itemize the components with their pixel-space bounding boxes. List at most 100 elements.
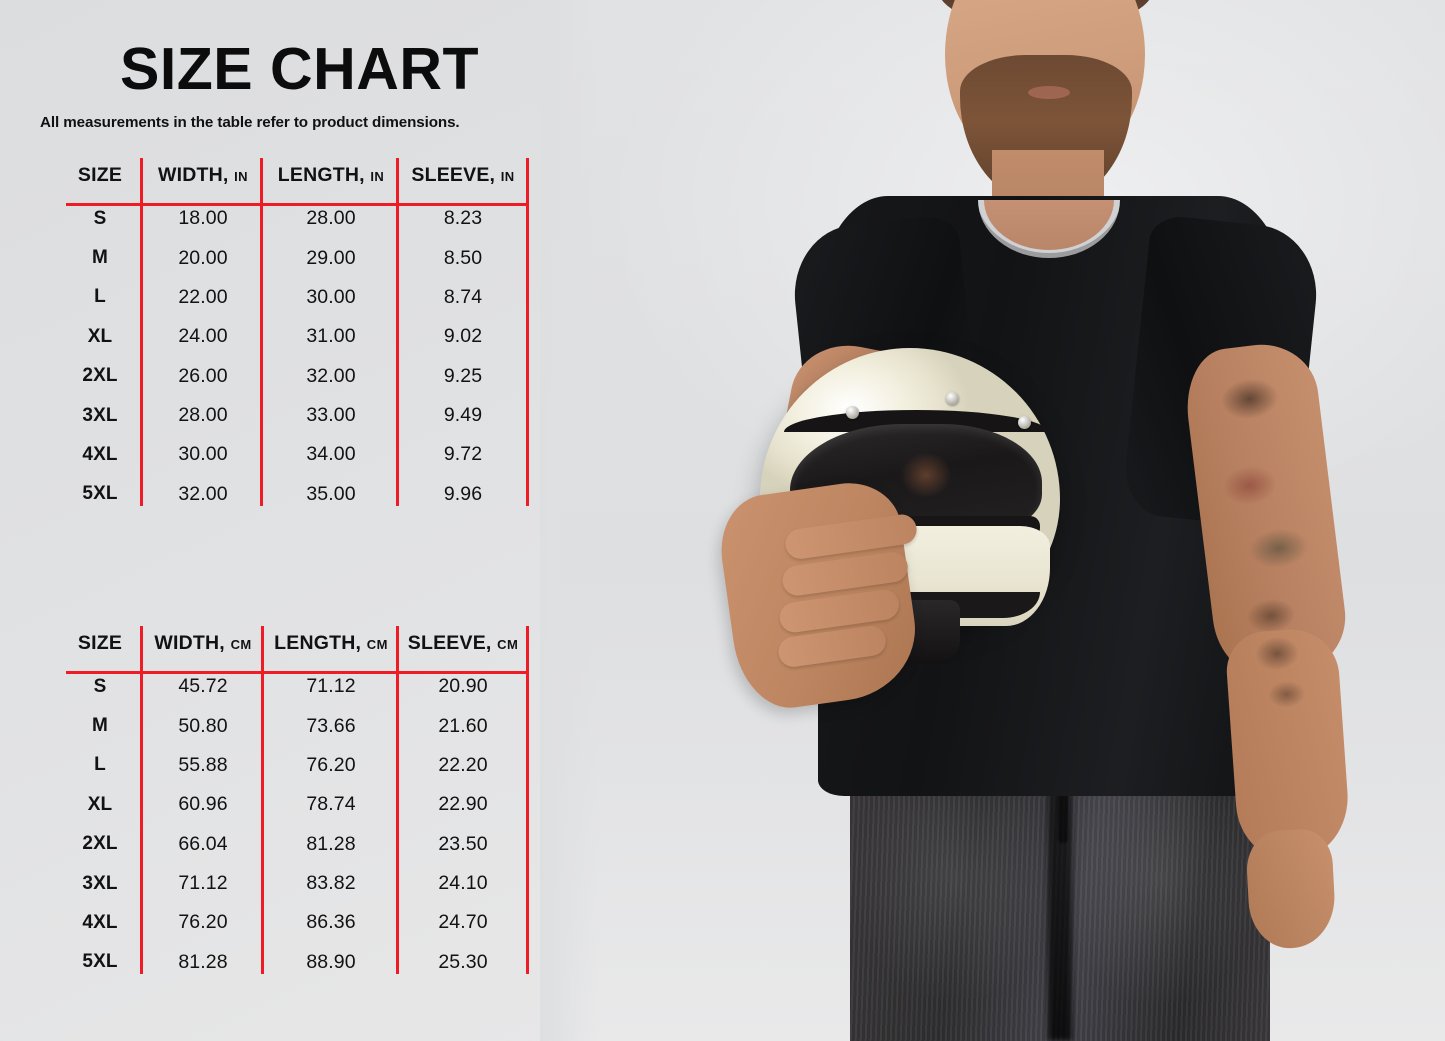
size-table-cm-body: S 45.72 71.12 20.90 M 50.80 73.66 21.60 … [58,667,528,982]
size-table-cm-block: SIZE WIDTH, CM LENGTH, CM SLEEVE, CM [0,626,529,982]
table-header-row: SIZE WIDTH, CM LENGTH, CM SLEEVE, CM [58,626,528,667]
cell-length: 31.00 [306,325,356,348]
cell-sleeve: 9.25 [443,364,483,387]
cell-length: 35.00 [306,482,356,505]
unit-label: IN [370,169,385,184]
column-header-length: LENGTH, CM [274,632,388,654]
cell-width: 55.88 [178,753,228,776]
cell-size: 5XL [82,951,118,973]
cell-width: 50.80 [178,714,228,737]
table-row: S 45.72 71.12 20.90 [58,667,528,706]
cell-size: 3XL [82,872,118,894]
model-forearm-right [1224,626,1352,864]
cell-length: 78.74 [306,793,356,816]
table-row: M 50.80 73.66 21.60 [58,706,528,745]
cell-length: 73.66 [306,714,356,737]
cell-width: 76.20 [178,911,228,934]
cell-length: 32.00 [306,364,356,387]
cell-length: 28.00 [306,207,356,230]
unit-label: IN [500,169,515,184]
cell-length: 71.12 [306,675,356,698]
helmet-rivet [846,406,859,419]
table-row: 2XL 26.00 32.00 9.25 [58,357,528,396]
column-header-size: SIZE [77,164,123,186]
cell-size: 3XL [82,404,118,426]
product-photo [560,0,1445,1041]
table-row: L 22.00 30.00 8.74 [58,278,528,317]
cell-size: 4XL [82,911,118,933]
cell-sleeve: 22.20 [438,753,488,776]
cell-width: 60.96 [178,793,228,816]
tattoo-forearm-right [1224,626,1352,864]
unit-label: IN [234,169,248,184]
page-subtitle: All measurements in the table refer to p… [40,114,460,131]
cell-width: 32.00 [178,482,228,505]
table-row: S 18.00 28.00 8.23 [58,199,528,238]
model-lips [1028,86,1070,99]
unit-label: CM [230,637,252,652]
cell-length: 81.28 [306,832,356,855]
cell-width: 28.00 [178,404,228,427]
size-table-cm: SIZE WIDTH, CM LENGTH, CM SLEEVE, CM [58,626,528,982]
cell-sleeve: 24.70 [438,911,488,934]
cell-width: 24.00 [178,325,228,348]
cell-length: 76.20 [306,753,356,776]
cell-sleeve: 21.60 [438,714,488,737]
cell-length: 83.82 [306,872,356,895]
cell-width: 45.72 [178,675,228,698]
size-table-inches-body: S 18.00 28.00 8.23 M 20.00 29.00 8.50 L … [58,199,528,514]
column-header-width: WIDTH, CM [154,632,252,654]
cell-width: 30.00 [178,443,228,466]
cell-width: 71.12 [178,872,228,895]
column-header-sleeve: SLEEVE, CM [407,632,519,654]
cell-width: 18.00 [178,207,228,230]
model-figure [560,0,1445,1041]
table-row: XL 60.96 78.74 22.90 [58,785,528,824]
cell-length: 86.36 [306,911,356,934]
table-row: 3XL 28.00 33.00 9.49 [58,396,528,435]
cell-sleeve: 8.23 [443,207,483,230]
jeans-inseam [1048,781,1072,1041]
cell-size: M [92,247,108,269]
cell-size: S [93,207,107,229]
size-chart-panel: SIZE CHART All measurements in the table… [0,0,580,1041]
cell-size: XL [87,325,113,347]
cell-size: L [94,286,106,308]
cell-size: XL [87,793,113,815]
cell-sleeve: 22.90 [438,793,488,816]
cell-length: 30.00 [306,285,356,308]
table-row: 4XL 76.20 86.36 24.70 [58,903,528,942]
cell-length: 88.90 [306,950,356,973]
table-row: 4XL 30.00 34.00 9.72 [58,435,528,474]
cell-size: 4XL [82,443,118,465]
cell-length: 33.00 [306,404,356,427]
table-row: 2XL 66.04 81.28 23.50 [58,825,528,864]
helmet-rivet [946,392,959,405]
cell-sleeve: 20.90 [438,675,488,698]
cell-size: S [93,675,107,697]
table-row: 5XL 32.00 35.00 9.96 [58,475,528,514]
cell-sleeve: 8.50 [443,246,483,269]
size-table-inches: SIZE WIDTH, IN LENGTH, IN SLEEVE, IN [58,158,528,514]
column-header-size: SIZE [77,632,123,654]
cell-length: 34.00 [306,443,356,466]
unit-label: CM [497,637,519,652]
column-header-width: WIDTH, IN [158,164,248,186]
cell-sleeve: 9.02 [443,325,483,348]
cell-sleeve: 9.49 [443,404,483,427]
table-row: M 20.00 29.00 8.50 [58,238,528,277]
cell-sleeve: 23.50 [438,832,488,855]
cell-width: 81.28 [178,950,228,973]
table-row: 3XL 71.12 83.82 24.10 [58,864,528,903]
cell-sleeve: 24.10 [438,872,488,895]
cell-size: 2XL [82,833,118,855]
cell-size: M [92,715,108,737]
cell-length: 29.00 [306,246,356,269]
table-row: XL 24.00 31.00 9.02 [58,317,528,356]
cell-width: 22.00 [178,285,228,308]
cell-sleeve: 8.74 [443,285,483,308]
cell-width: 20.00 [178,246,228,269]
column-header-sleeve: SLEEVE, IN [411,164,515,186]
cell-size: L [94,754,106,776]
cell-width: 26.00 [178,364,228,387]
